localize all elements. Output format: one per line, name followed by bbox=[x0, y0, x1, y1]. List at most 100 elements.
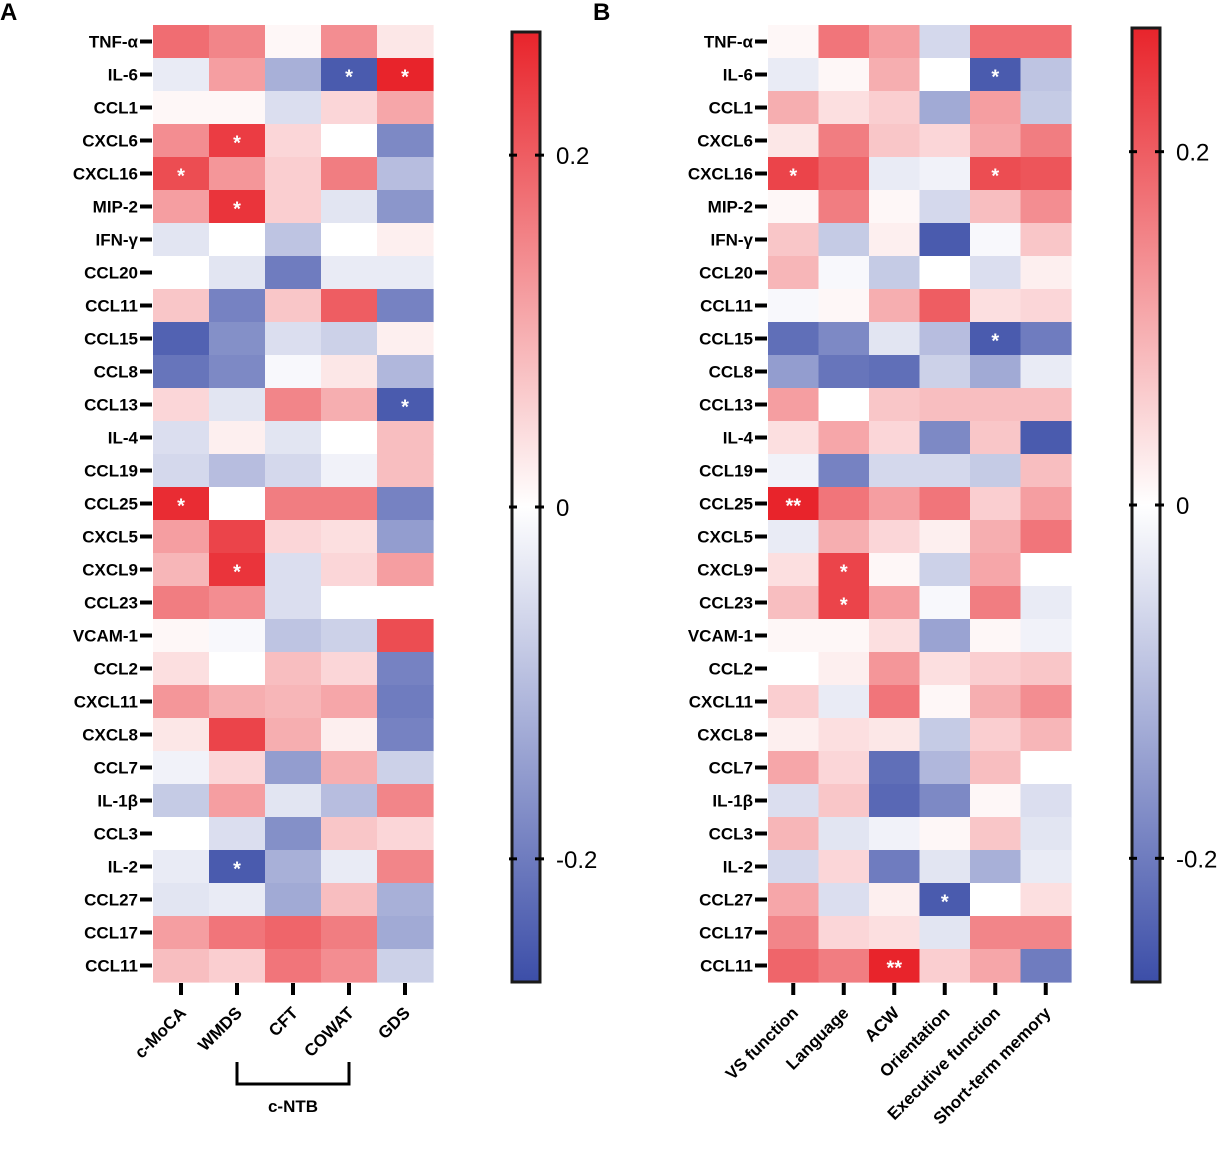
significance-marker: * bbox=[840, 595, 848, 617]
heatmap-cell bbox=[1020, 586, 1072, 620]
heatmap-cell bbox=[1020, 784, 1072, 818]
heatmap-cell bbox=[265, 256, 322, 290]
row-label: IFN-γ bbox=[711, 231, 754, 250]
heatmap-cell bbox=[153, 355, 210, 389]
significance-marker: * bbox=[789, 166, 797, 188]
heatmap-cell bbox=[153, 25, 210, 59]
heatmap-cell bbox=[818, 289, 870, 323]
heatmap-cell bbox=[970, 586, 1022, 620]
heatmap-cell bbox=[209, 817, 266, 851]
heatmap-cell bbox=[377, 718, 434, 752]
row-label: CXCL6 bbox=[82, 132, 138, 151]
heatmap-cell bbox=[1020, 817, 1072, 851]
column-label: CFT bbox=[265, 1003, 302, 1040]
heatmap-cell bbox=[919, 223, 971, 257]
heatmap-cell bbox=[265, 487, 322, 521]
heatmap-cell bbox=[1020, 190, 1072, 224]
heatmap-cell bbox=[818, 355, 870, 389]
heatmap-cell bbox=[265, 223, 322, 257]
row-label: CCL20 bbox=[84, 264, 138, 283]
heatmap-cell bbox=[869, 718, 921, 752]
heatmap-cell bbox=[321, 421, 378, 455]
heatmap-cell bbox=[768, 421, 820, 455]
heatmap-cell bbox=[321, 553, 378, 587]
significance-marker: * bbox=[991, 67, 999, 89]
heatmap-cell bbox=[919, 421, 971, 455]
heatmap-cell bbox=[321, 487, 378, 521]
row-label: CCL15 bbox=[84, 330, 138, 349]
heatmap-cell bbox=[869, 784, 921, 818]
colorbar-tick-label: 0 bbox=[1176, 493, 1189, 520]
heatmap-cell bbox=[321, 817, 378, 851]
heatmap-cell bbox=[970, 520, 1022, 554]
heatmap-cell bbox=[377, 91, 434, 125]
heatmap-cell bbox=[869, 949, 921, 983]
row-label: CXCL9 bbox=[697, 561, 753, 580]
heatmap-cell bbox=[321, 157, 378, 191]
heatmap-cell bbox=[919, 25, 971, 59]
row-label: CCL3 bbox=[94, 825, 138, 844]
heatmap-cells bbox=[153, 25, 434, 983]
heatmap-cell bbox=[919, 685, 971, 719]
heatmap-cell bbox=[869, 619, 921, 653]
heatmap-cell bbox=[377, 322, 434, 356]
panel-label: B bbox=[593, 0, 610, 26]
heatmap-cell bbox=[1020, 355, 1072, 389]
heatmap-cell bbox=[869, 190, 921, 224]
heatmap-cell bbox=[970, 784, 1022, 818]
heatmap-cell bbox=[818, 949, 870, 983]
heatmap-cell bbox=[919, 949, 971, 983]
significance-marker: * bbox=[233, 562, 241, 584]
column-label: c-MoCA bbox=[131, 1003, 190, 1062]
heatmap-cell bbox=[970, 355, 1022, 389]
heatmap-cell bbox=[321, 223, 378, 257]
heatmap-cell bbox=[869, 817, 921, 851]
heatmap-cell bbox=[377, 784, 434, 818]
significance-marker: * bbox=[840, 562, 848, 584]
heatmap-cell bbox=[970, 322, 1022, 356]
heatmap-cell bbox=[970, 718, 1022, 752]
heatmap-cell bbox=[321, 322, 378, 356]
heatmap-cell bbox=[209, 553, 266, 587]
heatmap-cell bbox=[209, 685, 266, 719]
heatmap-cell bbox=[265, 355, 322, 389]
heatmap-cell bbox=[377, 388, 434, 422]
row-label: CCL2 bbox=[709, 660, 753, 679]
heatmap-cell bbox=[153, 520, 210, 554]
significance-marker: * bbox=[233, 133, 241, 155]
heatmap-cell bbox=[377, 520, 434, 554]
heatmap-cell bbox=[265, 619, 322, 653]
row-label: IFN-γ bbox=[96, 231, 139, 250]
heatmap-cell bbox=[869, 421, 921, 455]
row-label: CCL23 bbox=[699, 594, 753, 613]
column-label: COWAT bbox=[301, 1003, 359, 1061]
significance-marker: * bbox=[177, 496, 185, 518]
colorbar-tick-label: -0.2 bbox=[1176, 846, 1217, 873]
heatmap-cell bbox=[869, 685, 921, 719]
heatmap-cell bbox=[321, 454, 378, 488]
heatmap-cell bbox=[919, 652, 971, 686]
row-label: CCL11 bbox=[700, 957, 753, 976]
significance-marker: ** bbox=[785, 496, 801, 518]
heatmap-cell bbox=[153, 289, 210, 323]
heatmap-cell bbox=[818, 454, 870, 488]
heatmap-cell bbox=[818, 256, 870, 290]
heatmap-cell bbox=[377, 157, 434, 191]
heatmap-cell bbox=[1020, 157, 1072, 191]
heatmap-cell bbox=[919, 520, 971, 554]
heatmap-cell bbox=[1020, 520, 1072, 554]
heatmap-cell bbox=[321, 190, 378, 224]
heatmap-cell bbox=[919, 157, 971, 191]
heatmap-cell bbox=[1020, 388, 1072, 422]
heatmap-cell bbox=[377, 619, 434, 653]
heatmap-cell bbox=[265, 652, 322, 686]
heatmap-cell bbox=[970, 487, 1022, 521]
row-label: VCAM-1 bbox=[73, 627, 138, 646]
heatmap-cell bbox=[768, 289, 820, 323]
heatmap-cell bbox=[818, 421, 870, 455]
heatmap-cell bbox=[869, 520, 921, 554]
heatmap-cell bbox=[265, 586, 322, 620]
heatmap-cell bbox=[970, 25, 1022, 59]
heatmap-cell bbox=[919, 883, 971, 917]
heatmap-cell bbox=[919, 256, 971, 290]
